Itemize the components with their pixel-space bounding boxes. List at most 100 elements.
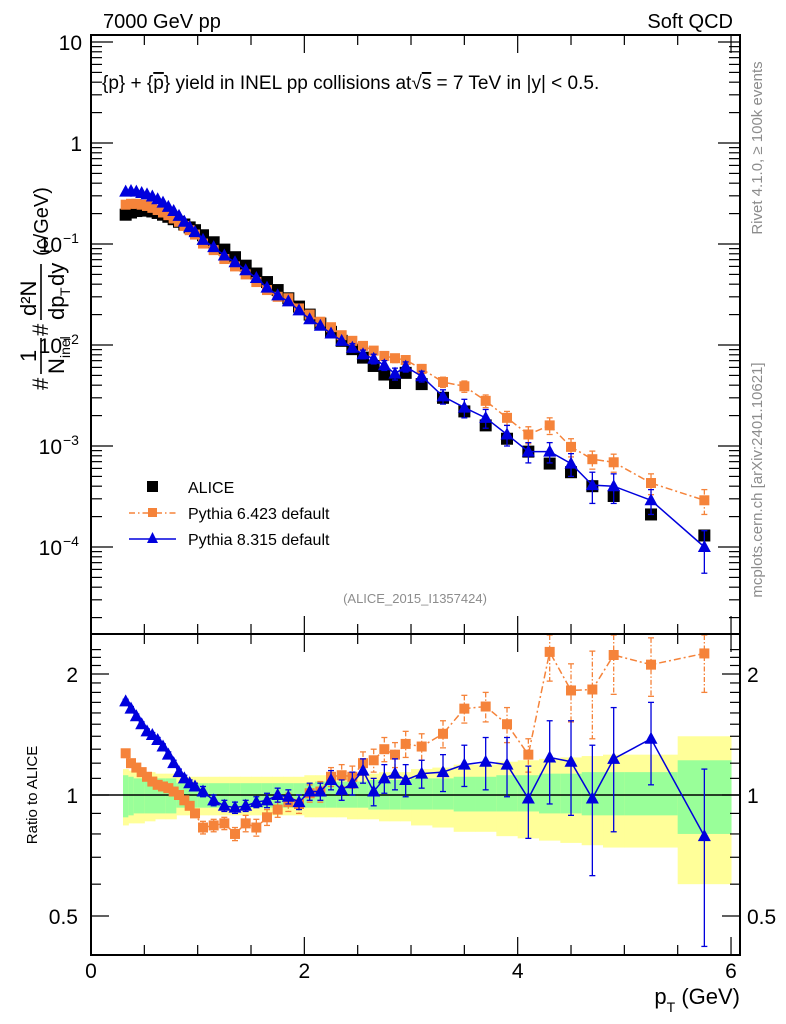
ratio-pythia6-point [142, 771, 153, 782]
band-inner-segment [128, 776, 135, 816]
main-pythia6-point [136, 199, 147, 210]
main-y-tick-exponent: −1 [63, 230, 79, 246]
ratio-pythia6-point [646, 659, 657, 670]
main-pythia6-point [438, 377, 449, 388]
ratio-y-axis-label: Ratio to ALICE [24, 746, 41, 844]
ratio-pythia8-point [124, 701, 138, 714]
ratio-pythia8-point [129, 709, 143, 722]
ratio-pythia6-point [168, 786, 179, 797]
ratio-pythia6-point [147, 776, 158, 787]
main-pythia8-point [356, 347, 370, 360]
ratio-pythia6-point [131, 762, 142, 773]
ratio-pythia8-point [564, 754, 578, 767]
main-pythia8-point [345, 340, 359, 353]
xlabel-T: T [667, 999, 676, 1015]
main-pythia8-point [260, 280, 274, 293]
ratio-pythia6-point [459, 703, 470, 714]
ratio-pythia6-point [272, 804, 283, 815]
ylabel-dp: dp [44, 296, 69, 320]
ratio-pythia8-point [356, 763, 370, 776]
main-pythia8-point [324, 326, 338, 339]
ratio-pythia8-point [521, 791, 535, 804]
ratio-pythia6-point [400, 738, 411, 749]
ratio-pythia6-point [120, 748, 131, 759]
main-pythia6-point [390, 353, 401, 364]
main-pythia8-point [377, 358, 391, 371]
ratio-pythia6-point [502, 719, 513, 730]
legend-alice-label: ALICE [188, 480, 234, 497]
main-y-tick-exponent: −3 [63, 432, 79, 448]
ratio-pythia6-point [587, 684, 598, 695]
ratio-pythia8-point [607, 751, 621, 764]
main-y-tick-label: 10 [39, 335, 62, 358]
ratio-pythia8-point [585, 791, 599, 804]
ratio-pythia8-point [377, 771, 391, 784]
main-pythia6-point [152, 205, 163, 216]
x-tick-label: 2 [298, 960, 310, 983]
ratio-pythia6-point [416, 741, 427, 752]
ratio-pythia8-point [172, 765, 186, 778]
main-pythia6-point [608, 457, 619, 468]
x-tick-label: 6 [725, 960, 737, 983]
ylabel-numerator: d²N [16, 281, 41, 316]
main-pythia8-point [607, 479, 621, 492]
ratio-pythia8-point [345, 776, 359, 789]
xlabel-unit: (GeV) [675, 984, 740, 1009]
main-pythia8-point [543, 444, 557, 457]
main-pythia6-point [158, 207, 169, 218]
main-y-tick-label: 10 [59, 32, 82, 55]
title-part-b: } yield in INEL pp collisions at [164, 73, 412, 94]
main-pythia8-point [196, 232, 210, 245]
legend-pythia6-marker [148, 508, 157, 517]
legend-pythia8-label: Pythia 8.315 default [188, 532, 330, 549]
ratio-pythia6-point [152, 779, 163, 790]
main-pythia6-point [379, 350, 390, 361]
main-pythia8-point [564, 456, 578, 469]
ratio-pythia8-point [313, 784, 327, 797]
main-pythia8-point [500, 427, 514, 440]
header-left-label: 7000 GeV pp [103, 11, 221, 33]
band-inner-segment [123, 775, 129, 818]
legend-pythia6-label: Pythia 6.423 default [188, 506, 330, 523]
x-axis-label: pT (GeV) [654, 984, 740, 1015]
ratio-pythia6-point [163, 783, 174, 794]
main-pythia8-point [457, 400, 471, 413]
ratio-pythia8-point [281, 789, 295, 802]
ratio-pythia8-point [335, 782, 349, 795]
ratio-pythia6-point [544, 646, 555, 657]
ratio-y-tick-label-right: 0.5 [747, 906, 776, 929]
main-y-tick-label: 10 [39, 537, 62, 560]
ratio-pythia6-point [251, 822, 262, 833]
main-y-tick-label: 1 [70, 133, 82, 156]
ylabel-N: N [44, 358, 69, 374]
ylabel-one: 1 [16, 350, 41, 362]
ratio-pythia8-point [161, 747, 175, 760]
ratio-pythia6-point [219, 818, 230, 829]
ratio-pythia6-point [240, 818, 251, 829]
main-pythia8-point [415, 369, 429, 382]
ratio-pythia6-point [438, 728, 449, 739]
ratio-pythia6-point [566, 685, 577, 696]
main-pythia6-point [416, 363, 427, 374]
ratio-pythia8-point [156, 739, 170, 752]
main-pythia8-point [217, 248, 231, 261]
ratio-pythia8-point [151, 733, 165, 746]
ylabel-unit: (c/GeV) [31, 187, 53, 256]
ylabel-T: T [57, 287, 73, 296]
mcplots-label: mcplots.cern.ch [arXiv:2401.10621] [749, 362, 766, 597]
main-pythia8-point [697, 540, 711, 552]
ratio-pythia6-point [480, 701, 491, 712]
ratio-pythia6-point [379, 744, 390, 755]
main-pythia8-point [436, 389, 450, 402]
main-pythia6-point [131, 198, 142, 209]
main-y-tick-label: 10 [39, 234, 62, 257]
ratio-y-tick-label-right: 1 [747, 785, 759, 808]
main-pythia8-point [313, 318, 327, 331]
ylabel-inel: inel [57, 336, 73, 358]
main-series-layer [119, 183, 711, 574]
ratio-pythia8-point [479, 754, 493, 767]
main-y-tick-exponent: −4 [63, 533, 79, 549]
main-pythia6-point [147, 202, 158, 213]
main-pythia6-point [368, 345, 379, 356]
main-pythia8-point [521, 444, 535, 457]
